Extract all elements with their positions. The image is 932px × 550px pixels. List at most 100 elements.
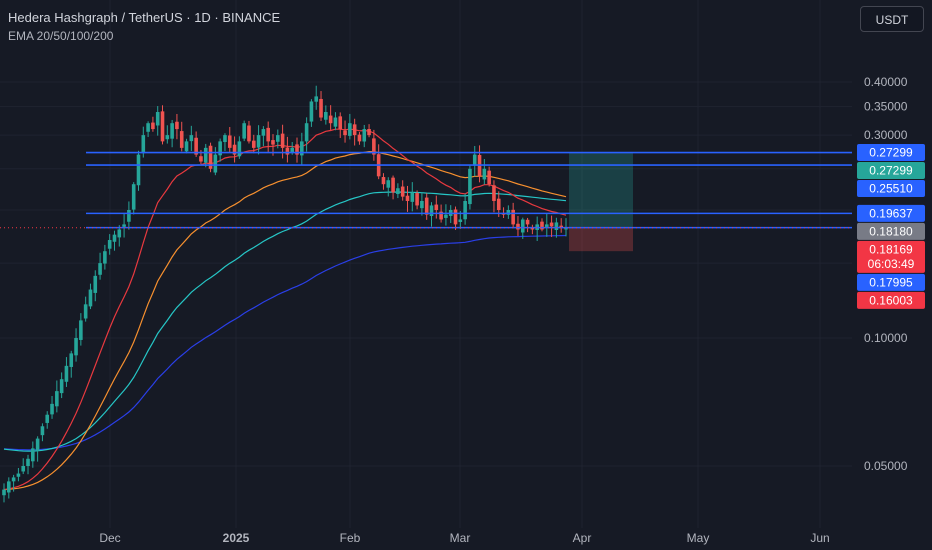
x-tick-label: Apr	[573, 531, 592, 545]
candle	[31, 441, 35, 468]
candle	[453, 206, 458, 230]
candle	[544, 213, 549, 237]
candle	[2, 483, 6, 503]
candle	[405, 185, 410, 212]
candle	[223, 133, 227, 152]
ema20-line	[3, 128, 567, 491]
price-label: 0.19637	[857, 204, 925, 222]
candle	[242, 120, 246, 142]
price-label: 0.25510	[857, 180, 925, 198]
svg-text:0.16003: 0.16003	[869, 293, 913, 307]
candle	[343, 120, 347, 143]
candle	[256, 125, 261, 155]
x-tick-label: Mar	[450, 531, 471, 545]
candle	[324, 105, 328, 125]
candle	[83, 296, 88, 322]
candle	[117, 225, 122, 247]
candle	[304, 117, 309, 152]
candle	[559, 218, 563, 233]
svg-text:0.27299: 0.27299	[869, 146, 913, 160]
candle	[482, 159, 487, 185]
candle	[16, 467, 21, 482]
svg-text:0.18180: 0.18180	[869, 224, 913, 238]
candle	[410, 182, 415, 212]
x-tick-label: Dec	[99, 531, 120, 545]
candle	[213, 147, 218, 176]
long-position-tool[interactable]	[569, 152, 633, 252]
stop-zone[interactable]	[569, 227, 633, 252]
candle	[396, 183, 400, 199]
candle	[261, 126, 266, 147]
candle	[122, 213, 126, 238]
svg-text:0.27299: 0.27299	[869, 164, 913, 178]
ema-lines	[3, 128, 567, 491]
candle	[328, 105, 333, 130]
price-axis[interactable]: 0.40000 0.35000 0.30000 0.10000 0.05000	[864, 75, 908, 473]
candle	[309, 99, 314, 127]
candle	[98, 252, 102, 280]
currency-button[interactable]: USDT	[860, 6, 924, 32]
candle	[218, 138, 222, 162]
candle	[7, 477, 11, 499]
x-tick-label: May	[687, 531, 710, 545]
candle	[429, 202, 434, 227]
chart-title: Hedera Hashgraph / TetherUS · 1D · BINAN…	[8, 10, 281, 25]
candle	[146, 121, 150, 138]
candle	[275, 129, 280, 149]
candle	[549, 215, 554, 237]
candle	[179, 121, 184, 152]
y-tick-label: 0.40000	[864, 75, 908, 89]
candle	[333, 112, 338, 131]
candle	[400, 180, 405, 201]
candle	[11, 474, 16, 492]
price-label: 0.27299	[857, 162, 925, 180]
candle	[338, 112, 343, 138]
candle	[444, 204, 448, 226]
candle	[64, 357, 69, 387]
candle	[103, 244, 107, 270]
candle	[232, 136, 237, 163]
candle	[251, 134, 256, 154]
indicator-legend[interactable]: EMA 20/50/100/200	[8, 29, 114, 43]
candle	[136, 150, 141, 191]
ema50-line	[3, 150, 567, 491]
candle	[487, 166, 491, 187]
candle	[352, 118, 357, 146]
candles	[2, 85, 568, 503]
y-tick-label: 0.30000	[864, 128, 908, 142]
target-zone[interactable]	[569, 152, 633, 228]
candle	[300, 132, 304, 165]
price-label: 0.18180	[857, 222, 925, 240]
candle	[372, 129, 376, 161]
ema100-line	[3, 191, 567, 452]
candle	[424, 193, 429, 220]
time-axis[interactable]: Dec 2025 Feb Mar Apr May Jun	[99, 531, 829, 545]
candle	[506, 205, 511, 219]
candle	[357, 132, 362, 145]
candle	[112, 230, 117, 251]
candle	[45, 411, 50, 429]
candle	[88, 283, 93, 310]
price-labels: 0.27299 0.27299 0.25510 0.19637 0.18180 0.181…	[857, 144, 925, 309]
candle	[59, 372, 64, 399]
candle	[175, 113, 179, 140]
candle	[50, 395, 54, 419]
candle	[160, 105, 165, 145]
svg-text:0.18169: 0.18169	[869, 242, 913, 256]
y-tick-label: 0.35000	[864, 100, 908, 114]
candle	[540, 218, 544, 232]
candle	[530, 224, 535, 235]
candle	[247, 120, 251, 144]
candle	[535, 216, 539, 241]
candle	[280, 124, 285, 159]
candle	[227, 127, 232, 153]
chart-grid	[0, 0, 852, 528]
candle	[511, 202, 515, 229]
candle	[516, 215, 520, 236]
horizontal-lines[interactable]	[0, 151, 852, 229]
svg-text:0.17995: 0.17995	[869, 275, 913, 289]
price-label: 0.27299	[857, 144, 925, 162]
svg-text:0.25510: 0.25510	[869, 182, 913, 196]
